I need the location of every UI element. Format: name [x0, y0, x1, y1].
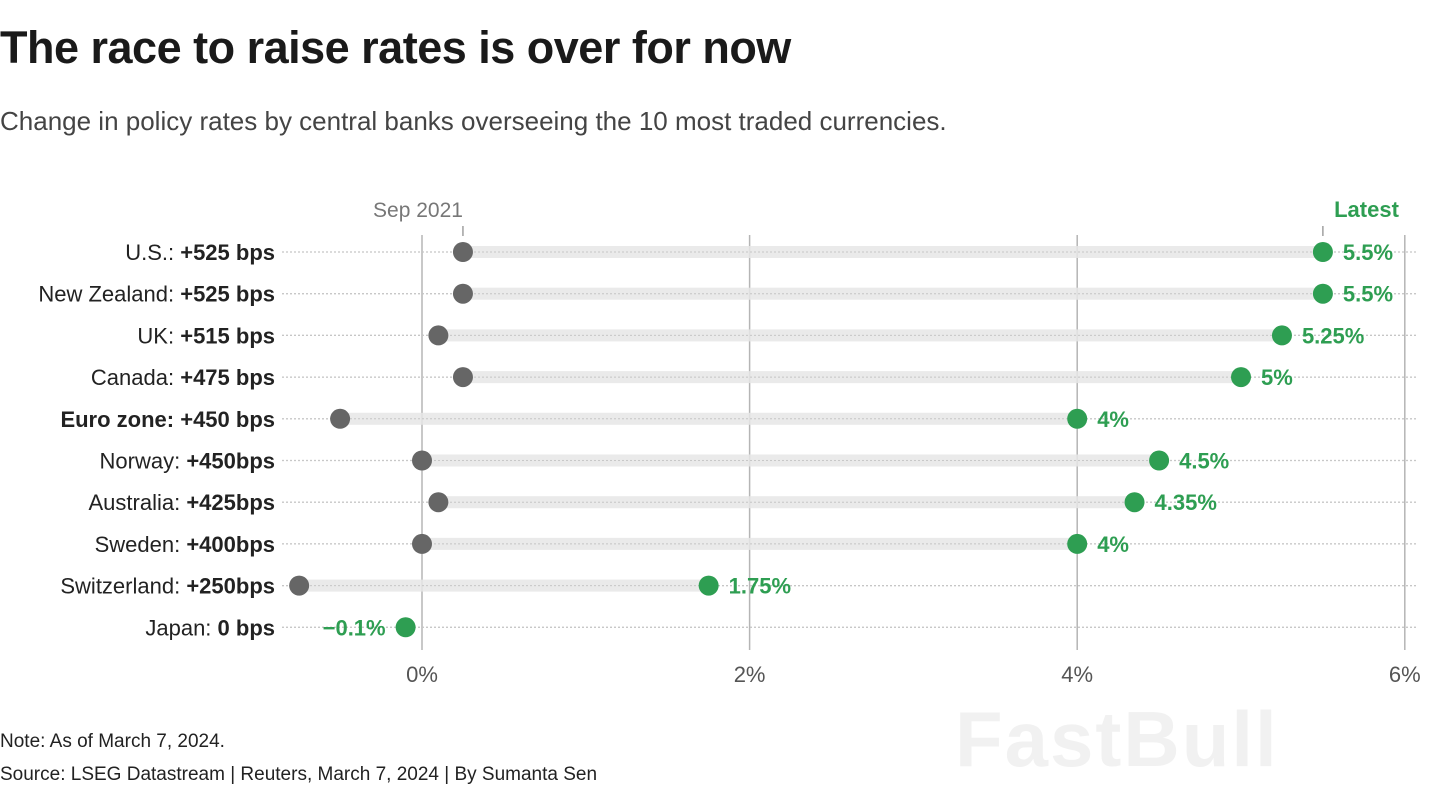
- row-label: Canada: +475 bps: [91, 365, 275, 390]
- latest-value-label: 5%: [1261, 365, 1293, 390]
- start-dot: [452, 283, 473, 304]
- rate-change: 0 bps: [218, 615, 275, 640]
- country-name: Sweden:: [95, 532, 187, 557]
- country-name: Euro zone:: [60, 407, 180, 432]
- latest-dot: [1312, 283, 1333, 304]
- range-bar: [438, 329, 1282, 342]
- x-tick-label: 2%: [734, 662, 766, 687]
- rate-change: +525 bps: [180, 240, 275, 265]
- rate-change: +450bps: [186, 449, 275, 474]
- start-dot: [330, 408, 351, 429]
- start-dot: [412, 533, 432, 554]
- row-label: Sweden: +400bps: [95, 532, 275, 557]
- chart-row: 5.5% U.S.: +525 bps: [125, 240, 1416, 265]
- x-tick-label: 6%: [1389, 662, 1421, 687]
- chart-row: 4.5% Norway: +450bps: [100, 449, 1416, 474]
- chart-row: 5.25% UK: +515 bps: [137, 323, 1416, 348]
- latest-value-label: 5.5%: [1343, 282, 1393, 307]
- country-name: Japan:: [145, 615, 217, 640]
- country-name: Switzerland:: [60, 574, 186, 599]
- chart-row: 5% Canada: +475 bps: [91, 365, 1416, 390]
- range-bar: [462, 287, 1323, 300]
- chart-row: 1.75% Switzerland: +250bps: [60, 574, 1416, 599]
- start-dot: [452, 367, 473, 388]
- x-tick-label: 0%: [406, 662, 438, 687]
- range-bar: [340, 412, 1078, 425]
- country-name: Australia:: [89, 490, 187, 515]
- rate-change: +515 bps: [180, 323, 275, 348]
- latest-dot: [1149, 450, 1170, 471]
- country-name: Norway:: [100, 449, 187, 474]
- row-label: Euro zone: +450 bps: [60, 407, 275, 432]
- chart-subtitle: Change in policy rates by central banks …: [0, 106, 947, 136]
- latest-value-label: −0.1%: [323, 615, 386, 640]
- chart-row: 4.35% Australia: +425bps: [89, 490, 1416, 515]
- latest-dot: [395, 617, 416, 638]
- row-label: Australia: +425bps: [89, 490, 276, 515]
- row-label: Switzerland: +250bps: [60, 574, 275, 599]
- country-name: UK:: [137, 323, 180, 348]
- latest-value-label: 4.35%: [1155, 490, 1217, 515]
- country-name: U.S.:: [125, 240, 180, 265]
- start-dot: [289, 575, 310, 596]
- chart-row: 4% Euro zone: +450 bps: [60, 407, 1416, 432]
- rate-change: +525 bps: [180, 282, 275, 307]
- latest-dot: [1312, 242, 1333, 262]
- row-label: Norway: +450bps: [100, 449, 275, 474]
- latest-value-label: 4%: [1097, 407, 1129, 432]
- rate-change: +450 bps: [180, 407, 275, 432]
- chart-row: 4% Sweden: +400bps: [95, 532, 1416, 557]
- row-label: New Zealand: +525 bps: [38, 282, 275, 307]
- x-tick-label: 4%: [1061, 662, 1093, 687]
- latest-value-label: 5.5%: [1343, 240, 1393, 265]
- chart-source: Source: LSEG Datastream | Reuters, March…: [0, 764, 598, 785]
- latest-value-label: 1.75%: [729, 574, 791, 599]
- latest-dot: [1067, 408, 1088, 429]
- rate-change: +425bps: [186, 490, 275, 515]
- watermark-logo: FastBull: [955, 695, 1279, 783]
- country-name: Canada:: [91, 365, 180, 390]
- latest-dot: [1124, 492, 1145, 513]
- chart-title: The race to raise rates is over for now: [0, 22, 791, 73]
- latest-dot: [1271, 325, 1292, 346]
- range-bar: [422, 537, 1078, 550]
- chart-note: Note: As of March 7, 2024.: [0, 731, 225, 752]
- latest-dot: [1231, 367, 1251, 388]
- latest-value-label: 4.5%: [1179, 449, 1229, 474]
- row-label: UK: +515 bps: [137, 323, 275, 348]
- latest-dot: [698, 575, 719, 596]
- start-dot: [412, 450, 432, 471]
- row-label: U.S.: +525 bps: [125, 240, 275, 265]
- latest-value-label: 5.25%: [1302, 323, 1364, 348]
- rate-change: +475 bps: [180, 365, 275, 390]
- row-label: Japan: 0 bps: [145, 615, 275, 640]
- range-bar: [462, 246, 1323, 258]
- start-header-label: Sep 2021: [373, 199, 463, 222]
- chart-row: 5.5% New Zealand: +525 bps: [38, 282, 1416, 307]
- rate-change: +400bps: [186, 532, 275, 557]
- start-dot: [428, 325, 449, 346]
- latest-value-label: 4%: [1097, 532, 1129, 557]
- country-name: New Zealand:: [38, 282, 180, 307]
- start-dot: [452, 242, 473, 262]
- latest-dot: [1067, 533, 1088, 554]
- chart-row: −0.1% Japan: 0 bps: [145, 615, 1416, 640]
- rate-change: +250bps: [186, 574, 275, 599]
- latest-header-label: Latest: [1334, 197, 1399, 222]
- start-dot: [428, 492, 449, 513]
